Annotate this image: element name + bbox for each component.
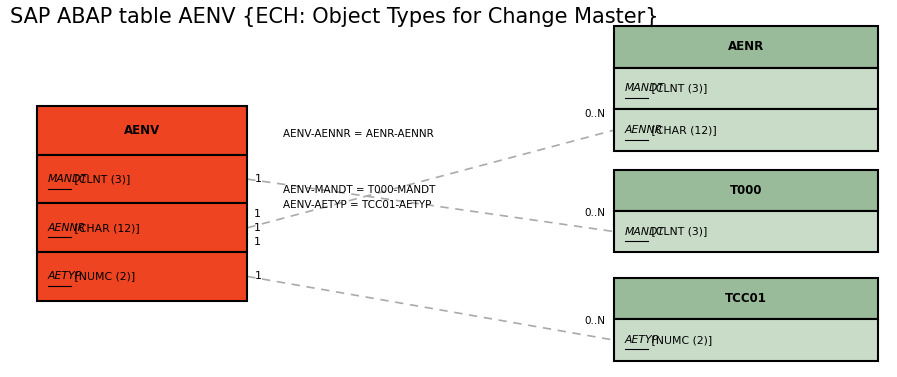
Text: 0..N: 0..N xyxy=(585,316,605,326)
Text: [CLNT (3)]: [CLNT (3)] xyxy=(649,83,708,93)
Text: [CHAR (12)]: [CHAR (12)] xyxy=(72,223,140,233)
Text: [CLNT (3)]: [CLNT (3)] xyxy=(649,227,708,236)
Bar xyxy=(614,67,878,109)
Text: 1: 1 xyxy=(254,223,260,233)
Text: 1: 1 xyxy=(254,208,260,219)
Text: MANDT: MANDT xyxy=(624,83,665,93)
Text: AETYP: AETYP xyxy=(624,335,658,345)
Text: 1: 1 xyxy=(255,174,261,184)
Text: [NUMC (2)]: [NUMC (2)] xyxy=(649,335,712,345)
Text: [CLNT (3)]: [CLNT (3)] xyxy=(72,174,131,184)
Text: AENV: AENV xyxy=(124,124,161,137)
Bar xyxy=(37,252,248,301)
Text: TCC01: TCC01 xyxy=(725,293,767,305)
Text: T000: T000 xyxy=(729,184,762,197)
Text: MANDT: MANDT xyxy=(48,174,88,184)
Bar xyxy=(614,278,878,319)
Bar xyxy=(614,319,878,361)
Text: AENV-MANDT = T000-MANDT: AENV-MANDT = T000-MANDT xyxy=(283,185,435,195)
Text: [CHAR (12)]: [CHAR (12)] xyxy=(649,125,717,135)
Bar xyxy=(37,155,248,204)
Text: 0..N: 0..N xyxy=(585,109,605,119)
Text: AENR: AENR xyxy=(727,40,764,53)
Text: 0..N: 0..N xyxy=(585,208,605,218)
Bar xyxy=(37,204,248,252)
Text: AENNR: AENNR xyxy=(48,223,86,233)
Text: AENNR: AENNR xyxy=(624,125,663,135)
Text: 1: 1 xyxy=(254,237,260,247)
Text: AENV-AETYP = TCC01-AETYP: AENV-AETYP = TCC01-AETYP xyxy=(283,200,431,210)
Text: AETYP: AETYP xyxy=(48,271,82,282)
Text: [NUMC (2)]: [NUMC (2)] xyxy=(72,271,135,282)
Bar xyxy=(614,170,878,211)
Text: 1: 1 xyxy=(255,271,261,282)
Bar xyxy=(614,26,878,67)
Text: MANDT: MANDT xyxy=(624,227,665,236)
Bar xyxy=(614,211,878,252)
Text: AENV-AENNR = AENR-AENNR: AENV-AENNR = AENR-AENNR xyxy=(283,129,434,139)
Bar xyxy=(37,106,248,155)
Text: SAP ABAP table AENV {ECH: Object Types for Change Master}: SAP ABAP table AENV {ECH: Object Types f… xyxy=(11,7,658,27)
Bar xyxy=(614,109,878,151)
